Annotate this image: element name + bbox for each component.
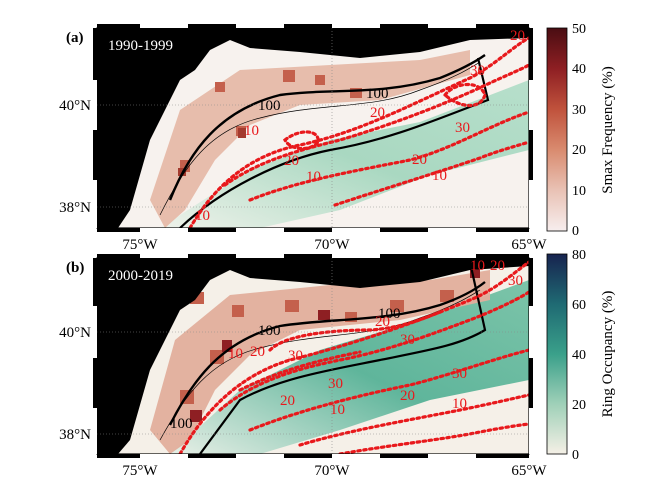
panel-b-red-contours <box>178 260 529 454</box>
colorbar-tick: 50 <box>572 22 586 37</box>
panel-b-black-labels: 100 100 100 <box>170 306 401 432</box>
panel-b-red-labels: 10 20 30 30 20 10 30 20 10 30 20 10 20 3… <box>228 258 523 418</box>
colorbar-ring-label: Ring Occupancy (%) <box>600 291 616 418</box>
contour-label: 30 <box>470 63 485 79</box>
contour-label: 10 <box>306 169 321 185</box>
panel-b-xtick-65w: 65°W <box>511 463 547 479</box>
contour-label: 30 <box>328 376 343 392</box>
panel-a: 10 20 30 20 10 20 10 20 30 10 100 100 <box>59 24 547 253</box>
contour-label: 20 <box>370 105 385 121</box>
colorbar-smax-bar <box>546 27 568 232</box>
panel-b-xtick-70w: 70°W <box>314 463 350 479</box>
contour-label: 30 <box>288 348 303 364</box>
contour-label: 20 <box>412 152 427 168</box>
panel-a-coastline-land <box>97 40 150 120</box>
contour-label: 20 <box>490 258 505 274</box>
panel-b-period: 2000-2019 <box>108 268 173 284</box>
colorbar-ring: 0 20 40 60 80 Ring Occupancy (%) <box>546 248 616 463</box>
panel-a-red-labels: 10 20 30 20 10 20 10 20 30 10 <box>195 28 525 224</box>
panel-a-xtick-65w: 65°W <box>511 237 547 253</box>
panel-b-label: (b) <box>66 260 84 276</box>
colorbar-tick: 20 <box>572 143 586 158</box>
contour-label: 20 <box>375 314 390 330</box>
colorbar-tick: 60 <box>572 298 586 313</box>
panel-a-ring-occupancy-field <box>160 80 529 228</box>
contour-label: 30 <box>400 332 415 348</box>
panel-a-red-contours <box>188 36 529 228</box>
contour-label: 20 <box>510 28 525 44</box>
contour-label: 100 <box>258 98 281 114</box>
contour-label: 10 <box>228 346 243 362</box>
contour-label: 10 <box>244 123 259 139</box>
contour-label: 10 <box>330 402 345 418</box>
contour-label: 30 <box>508 273 523 289</box>
panel-b-coastline-land <box>97 270 150 350</box>
colorbar-tick: 40 <box>572 62 586 77</box>
panel-b-land <box>97 258 529 454</box>
panel-a-black-labels: 100 100 <box>258 86 389 114</box>
panel-b-black-contours <box>159 261 487 454</box>
panel-a-ticks <box>93 24 533 232</box>
contour-label: 10 <box>195 208 210 224</box>
colorbar-tick: 10 <box>572 184 586 199</box>
panel-b-grid <box>97 258 529 454</box>
contour-label: 100 <box>366 86 389 102</box>
panel-b: 10 20 30 30 20 10 30 20 10 30 20 10 20 3… <box>59 254 547 479</box>
panel-b-ticks <box>93 254 533 458</box>
colorbar-ring-bar <box>546 253 568 455</box>
colorbar-smax-label: Smax Frequency (%) <box>600 66 616 193</box>
contour-label: 10 <box>470 258 485 274</box>
panel-a-ytick-38n: 38°N <box>59 200 91 216</box>
contour-label: 20 <box>400 388 415 404</box>
panel-a-label: (a) <box>66 30 84 46</box>
contour-label: 100 <box>258 323 281 339</box>
contour-label: 20 <box>250 344 265 360</box>
panel-a-land <box>97 28 529 228</box>
contour-label: 20 <box>280 393 295 409</box>
panel-a-black-contours <box>159 54 490 228</box>
colorbar-tick: 0 <box>572 224 579 239</box>
contour-label: 10 <box>452 396 467 412</box>
colorbar-tick: 80 <box>572 248 586 263</box>
panel-a-period: 1990-1999 <box>108 38 173 54</box>
contour-label: 100 <box>170 416 193 432</box>
colorbar-tick: 40 <box>572 348 586 363</box>
contour-label: 30 <box>455 120 470 136</box>
panel-a-ytick-40n: 40°N <box>59 98 91 114</box>
colorbar-smax-ticks: 0 10 20 30 40 50 <box>572 22 586 239</box>
panel-a-grid <box>97 28 529 228</box>
contour-label: 100 <box>378 306 401 322</box>
colorbar-tick: 0 <box>572 448 579 463</box>
contour-label: 30 <box>452 366 467 382</box>
colorbar-tick: 20 <box>572 398 586 413</box>
panel-b-ytick-40n: 40°N <box>59 325 91 341</box>
panel-a-xtick-75w: 75°W <box>122 237 158 253</box>
contour-label: 10 <box>432 168 447 184</box>
panel-b-smax-cells-dark <box>190 268 480 422</box>
panel-a-xtick-70w: 70°W <box>314 237 350 253</box>
contour-label: 20 <box>284 153 299 169</box>
colorbar-ring-ticks: 0 20 40 60 80 <box>572 248 586 463</box>
panel-a-smax-field <box>150 50 470 228</box>
panel-b-ytick-38n: 38°N <box>59 427 91 443</box>
colorbar-smax: 0 10 20 30 40 50 Smax Frequency (%) <box>546 22 616 239</box>
colorbar-tick: 30 <box>572 103 586 118</box>
panel-b-xtick-75w: 75°W <box>122 463 158 479</box>
